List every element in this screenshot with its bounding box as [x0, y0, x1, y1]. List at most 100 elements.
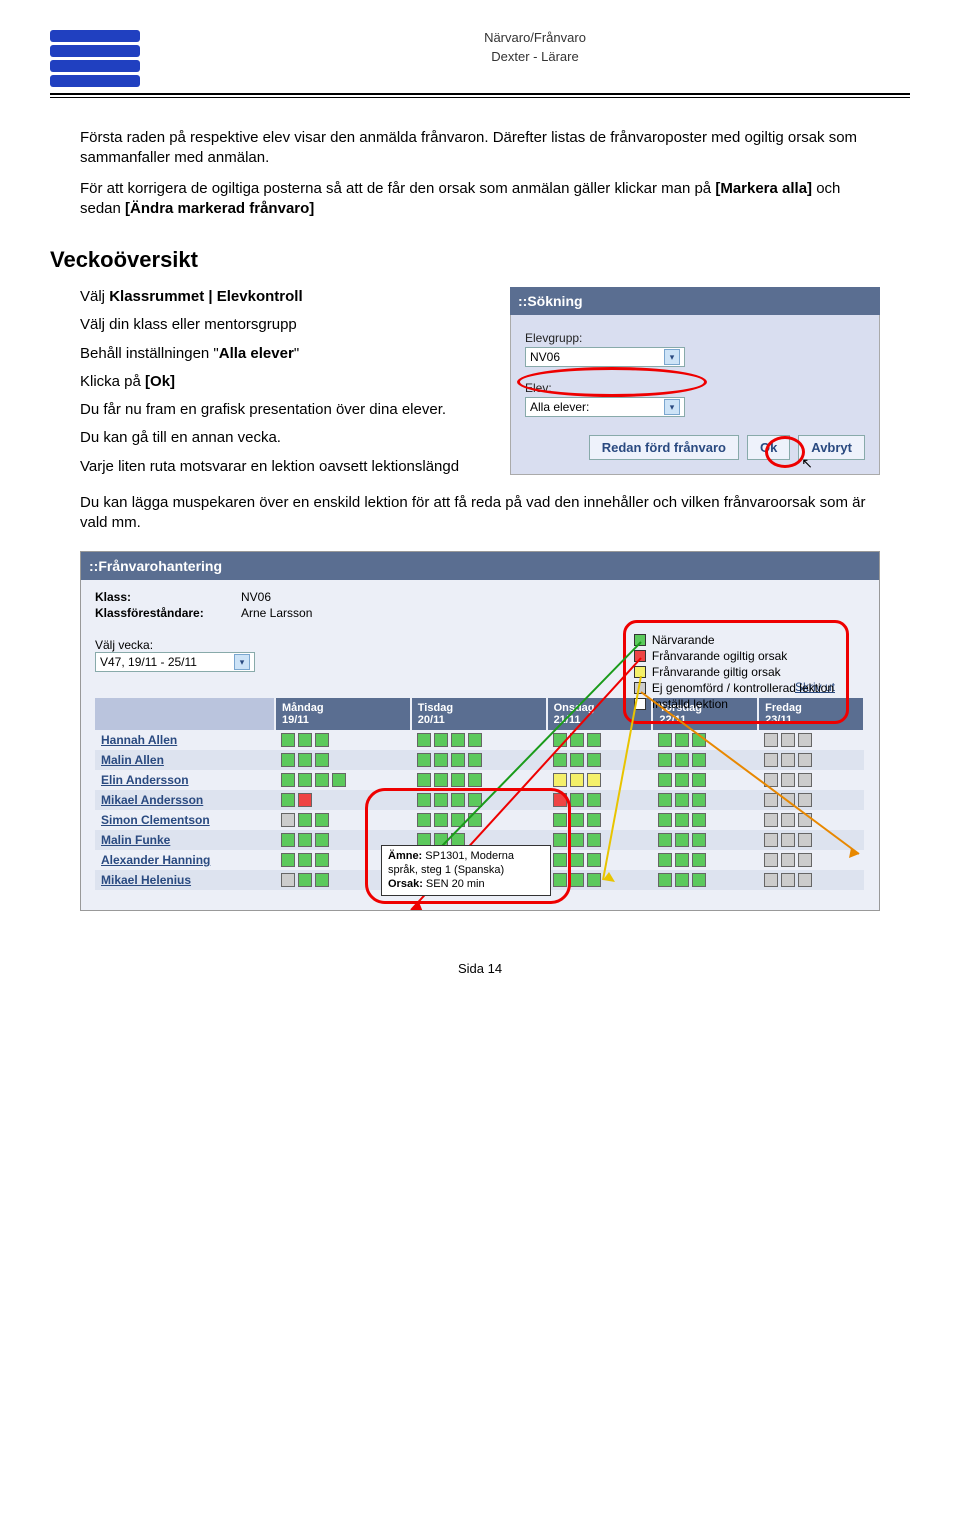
lesson-square[interactable] — [675, 873, 689, 887]
lesson-square[interactable] — [781, 773, 795, 787]
lesson-square[interactable] — [417, 753, 431, 767]
lesson-square[interactable] — [658, 813, 672, 827]
lesson-square[interactable] — [587, 833, 601, 847]
lesson-square[interactable] — [298, 793, 312, 807]
lesson-square[interactable] — [675, 813, 689, 827]
lesson-square[interactable] — [587, 733, 601, 747]
lesson-square[interactable] — [658, 773, 672, 787]
lesson-square[interactable] — [570, 793, 584, 807]
lesson-square[interactable] — [315, 833, 329, 847]
lesson-square[interactable] — [553, 873, 567, 887]
student-name-link[interactable]: Malin Funke — [95, 830, 275, 850]
student-name-link[interactable]: Alexander Hanning — [95, 850, 275, 870]
lesson-square[interactable] — [658, 733, 672, 747]
lesson-square[interactable] — [692, 793, 706, 807]
redan-ford-franvaro-button[interactable]: Redan förd frånvaro — [589, 435, 739, 460]
lesson-square[interactable] — [675, 833, 689, 847]
lesson-square[interactable] — [798, 813, 812, 827]
lesson-square[interactable] — [587, 853, 601, 867]
lesson-square[interactable] — [417, 773, 431, 787]
lesson-square[interactable] — [692, 853, 706, 867]
lesson-square[interactable] — [298, 873, 312, 887]
lesson-square[interactable] — [417, 733, 431, 747]
lesson-square[interactable] — [675, 773, 689, 787]
lesson-square[interactable] — [798, 793, 812, 807]
lesson-square[interactable] — [298, 753, 312, 767]
student-name-link[interactable]: Hannah Allen — [95, 730, 275, 750]
lesson-square[interactable] — [781, 833, 795, 847]
lesson-square[interactable] — [764, 793, 778, 807]
lesson-square[interactable] — [434, 793, 448, 807]
lesson-square[interactable] — [570, 813, 584, 827]
lesson-square[interactable] — [281, 793, 295, 807]
lesson-square[interactable] — [417, 813, 431, 827]
lesson-square[interactable] — [781, 753, 795, 767]
lesson-square[interactable] — [798, 753, 812, 767]
lesson-square[interactable] — [764, 833, 778, 847]
lesson-square[interactable] — [658, 853, 672, 867]
lesson-square[interactable] — [675, 853, 689, 867]
lesson-square[interactable] — [434, 733, 448, 747]
lesson-square[interactable] — [451, 793, 465, 807]
lesson-square[interactable] — [451, 773, 465, 787]
lesson-square[interactable] — [675, 753, 689, 767]
lesson-square[interactable] — [315, 813, 329, 827]
lesson-square[interactable] — [315, 753, 329, 767]
student-name-link[interactable]: Mikael Andersson — [95, 790, 275, 810]
lesson-square[interactable] — [764, 813, 778, 827]
lesson-square[interactable] — [468, 753, 482, 767]
lesson-square[interactable] — [570, 873, 584, 887]
lesson-square[interactable] — [587, 793, 601, 807]
lesson-square[interactable] — [281, 873, 295, 887]
lesson-square[interactable] — [587, 873, 601, 887]
lesson-square[interactable] — [315, 853, 329, 867]
lesson-square[interactable] — [332, 773, 346, 787]
lesson-square[interactable] — [298, 853, 312, 867]
lesson-square[interactable] — [298, 833, 312, 847]
lesson-square[interactable] — [781, 733, 795, 747]
lesson-square[interactable] — [675, 733, 689, 747]
ok-button[interactable]: Ok — [747, 435, 790, 460]
lesson-square[interactable] — [570, 833, 584, 847]
lesson-square[interactable] — [553, 733, 567, 747]
lesson-square[interactable] — [315, 873, 329, 887]
lesson-square[interactable] — [764, 773, 778, 787]
lesson-square[interactable] — [658, 873, 672, 887]
lesson-square[interactable] — [658, 793, 672, 807]
lesson-square[interactable] — [298, 813, 312, 827]
lesson-square[interactable] — [553, 833, 567, 847]
lesson-square[interactable] — [570, 733, 584, 747]
student-name-link[interactable]: Simon Clementson — [95, 810, 275, 830]
lesson-square[interactable] — [468, 813, 482, 827]
lesson-square[interactable] — [781, 793, 795, 807]
select-vecka[interactable]: V47, 19/11 - 25/11 ▾ — [95, 652, 255, 672]
lesson-square[interactable] — [281, 833, 295, 847]
lesson-square[interactable] — [315, 733, 329, 747]
lesson-square[interactable] — [798, 733, 812, 747]
lesson-square[interactable] — [315, 773, 329, 787]
select-elevgrupp[interactable]: NV06 ▾ — [525, 347, 685, 367]
lesson-square[interactable] — [553, 793, 567, 807]
lesson-square[interactable] — [764, 873, 778, 887]
lesson-square[interactable] — [570, 753, 584, 767]
lesson-square[interactable] — [692, 773, 706, 787]
select-elev[interactable]: Alla elever: ▾ — [525, 397, 685, 417]
lesson-square[interactable] — [587, 813, 601, 827]
lesson-square[interactable] — [434, 773, 448, 787]
lesson-square[interactable] — [781, 813, 795, 827]
lesson-square[interactable] — [798, 853, 812, 867]
lesson-square[interactable] — [417, 793, 431, 807]
lesson-square[interactable] — [675, 793, 689, 807]
lesson-square[interactable] — [553, 853, 567, 867]
lesson-square[interactable] — [281, 853, 295, 867]
lesson-square[interactable] — [468, 733, 482, 747]
lesson-square[interactable] — [281, 773, 295, 787]
lesson-square[interactable] — [553, 813, 567, 827]
lesson-square[interactable] — [658, 833, 672, 847]
lesson-square[interactable] — [692, 733, 706, 747]
student-name-link[interactable]: Malin Allen — [95, 750, 275, 770]
lesson-square[interactable] — [764, 753, 778, 767]
lesson-square[interactable] — [781, 873, 795, 887]
lesson-square[interactable] — [298, 733, 312, 747]
lesson-square[interactable] — [281, 733, 295, 747]
